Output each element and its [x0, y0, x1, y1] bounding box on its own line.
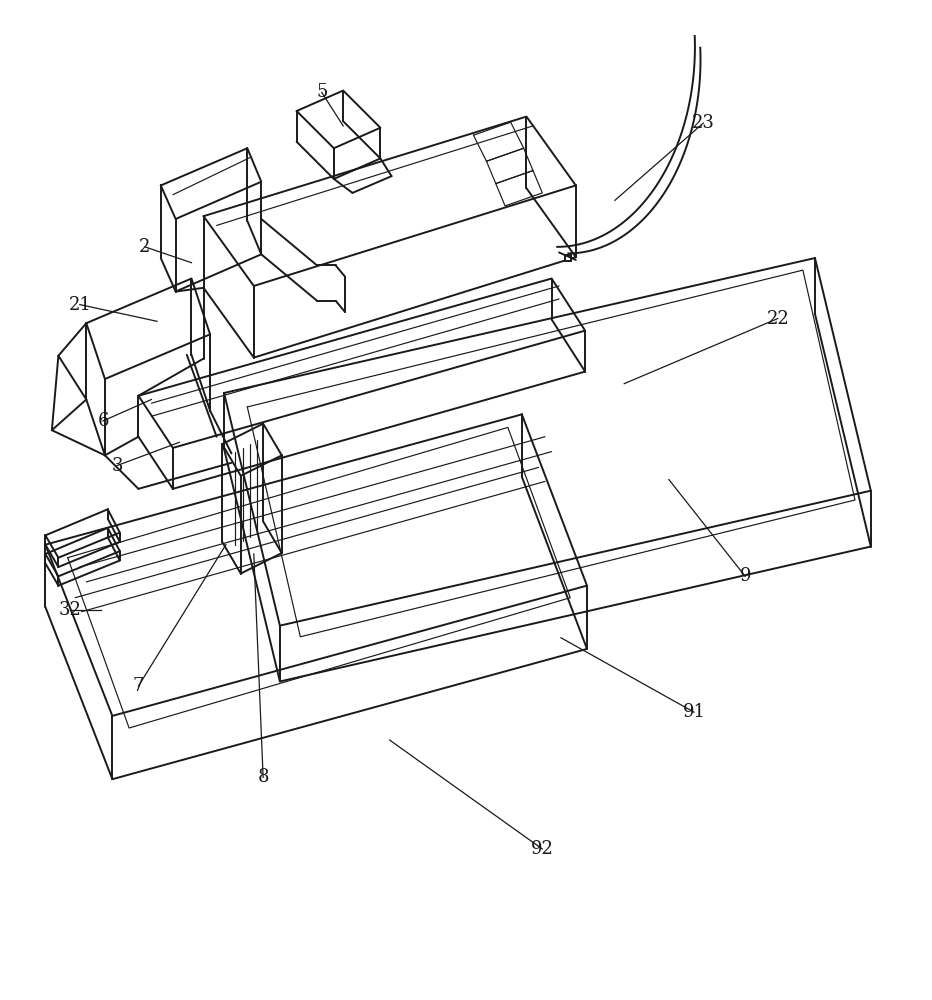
Text: 5: 5 — [316, 83, 327, 101]
Text: 22: 22 — [766, 310, 789, 328]
Text: 91: 91 — [682, 703, 706, 721]
Text: 3: 3 — [111, 457, 123, 475]
Text: 6: 6 — [97, 412, 109, 430]
Text: 7: 7 — [132, 677, 144, 695]
Text: 92: 92 — [531, 840, 554, 858]
Text: 8: 8 — [257, 768, 268, 786]
Text: 23: 23 — [692, 114, 715, 132]
Text: 21: 21 — [68, 296, 91, 314]
Text: 9: 9 — [739, 567, 751, 585]
Text: 32: 32 — [59, 601, 82, 619]
Text: 2: 2 — [139, 238, 151, 256]
